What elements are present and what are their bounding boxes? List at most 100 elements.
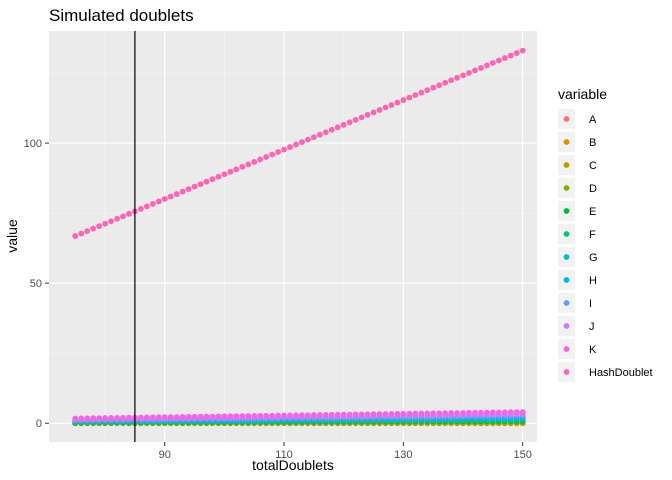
legend-swatch: [563, 139, 570, 145]
data-point: [328, 411, 335, 418]
data-point: [412, 92, 419, 99]
data-point: [340, 411, 347, 418]
data-point: [78, 230, 85, 237]
data-point: [245, 413, 252, 419]
data-point: [263, 154, 270, 160]
data-point: [466, 409, 472, 416]
data-point: [388, 411, 395, 417]
data-point: [143, 203, 150, 210]
data-point: [108, 415, 114, 421]
data-point: [239, 163, 246, 170]
x-tick-label: 130: [394, 449, 412, 461]
legend-swatch: [563, 277, 570, 283]
data-point: [143, 414, 150, 421]
data-point: [90, 415, 97, 422]
x-tick-label: 110: [275, 449, 293, 461]
data-point: [394, 410, 401, 417]
data-point: [478, 65, 484, 71]
legend-swatch: [563, 323, 570, 329]
x-axis-title: totalDoublets: [252, 457, 334, 473]
data-point: [275, 149, 281, 155]
data-point: [364, 112, 371, 118]
data-point: [358, 114, 365, 121]
data-point: [519, 47, 526, 54]
data-point: [352, 411, 359, 418]
data-point: [299, 139, 305, 146]
data-point: [328, 126, 335, 133]
data-point: [346, 119, 353, 126]
y-tick-label: 0: [36, 418, 42, 430]
data-point: [227, 168, 234, 175]
data-point: [340, 121, 347, 128]
data-point: [114, 414, 120, 421]
legend-swatch: [563, 300, 570, 306]
legend-label: A: [589, 114, 597, 126]
x-tick-label: 90: [159, 449, 171, 461]
legend-item-B: B: [558, 132, 596, 152]
data-point: [269, 151, 276, 158]
data-point: [293, 141, 299, 148]
legend-label: H: [589, 275, 597, 287]
data-point: [227, 413, 234, 420]
legend-item-I: I: [558, 293, 592, 313]
legend-item-A: A: [558, 109, 597, 129]
data-point: [352, 116, 359, 123]
data-point: [137, 205, 144, 212]
data-point: [495, 409, 502, 416]
data-point: [239, 413, 246, 419]
data-point: [382, 411, 389, 417]
legend-label: F: [589, 229, 596, 241]
data-point: [436, 82, 443, 89]
data-point: [185, 186, 192, 192]
data-point: [185, 413, 192, 420]
data-point: [102, 415, 108, 421]
data-point: [513, 50, 520, 56]
data-point: [334, 124, 341, 131]
legend-label: HashDoublet: [589, 367, 653, 379]
data-point: [209, 176, 216, 183]
data-point: [287, 144, 293, 150]
legend-label: E: [589, 206, 596, 218]
data-point: [72, 233, 79, 239]
data-point: [472, 67, 478, 74]
data-point: [120, 414, 126, 421]
data-point: [203, 178, 210, 185]
data-point: [161, 196, 168, 202]
plot-panel: [49, 31, 537, 442]
data-point: [263, 412, 270, 419]
data-point: [448, 410, 454, 416]
data-point: [460, 72, 466, 79]
data-point: [179, 188, 186, 195]
data-point: [149, 414, 156, 421]
data-point: [173, 414, 180, 420]
data-point: [251, 158, 258, 165]
data-point: [489, 60, 496, 66]
legend-item-K: K: [558, 339, 597, 359]
legend-item-H: H: [558, 270, 597, 290]
legend-label: J: [589, 321, 595, 333]
data-point: [501, 409, 508, 416]
data-point: [382, 104, 389, 111]
data-point: [137, 414, 144, 421]
data-point: [507, 52, 514, 59]
chart-title: Simulated doublets: [49, 6, 194, 25]
legend-swatch: [563, 162, 570, 168]
data-point: [108, 218, 114, 225]
data-point: [358, 411, 365, 418]
data-point: [149, 201, 156, 207]
legend-item-F: F: [558, 224, 596, 244]
data-point: [310, 134, 317, 141]
data-point: [245, 161, 252, 168]
data-point: [454, 410, 460, 416]
legend-swatch: [563, 254, 570, 260]
data-point: [209, 413, 216, 420]
data-point: [430, 410, 437, 417]
y-axis: 0 50 100: [24, 138, 49, 430]
data-point: [460, 409, 466, 416]
data-point: [191, 183, 198, 190]
data-point: [191, 413, 198, 420]
data-point: [418, 410, 425, 417]
data-point: [215, 173, 222, 180]
